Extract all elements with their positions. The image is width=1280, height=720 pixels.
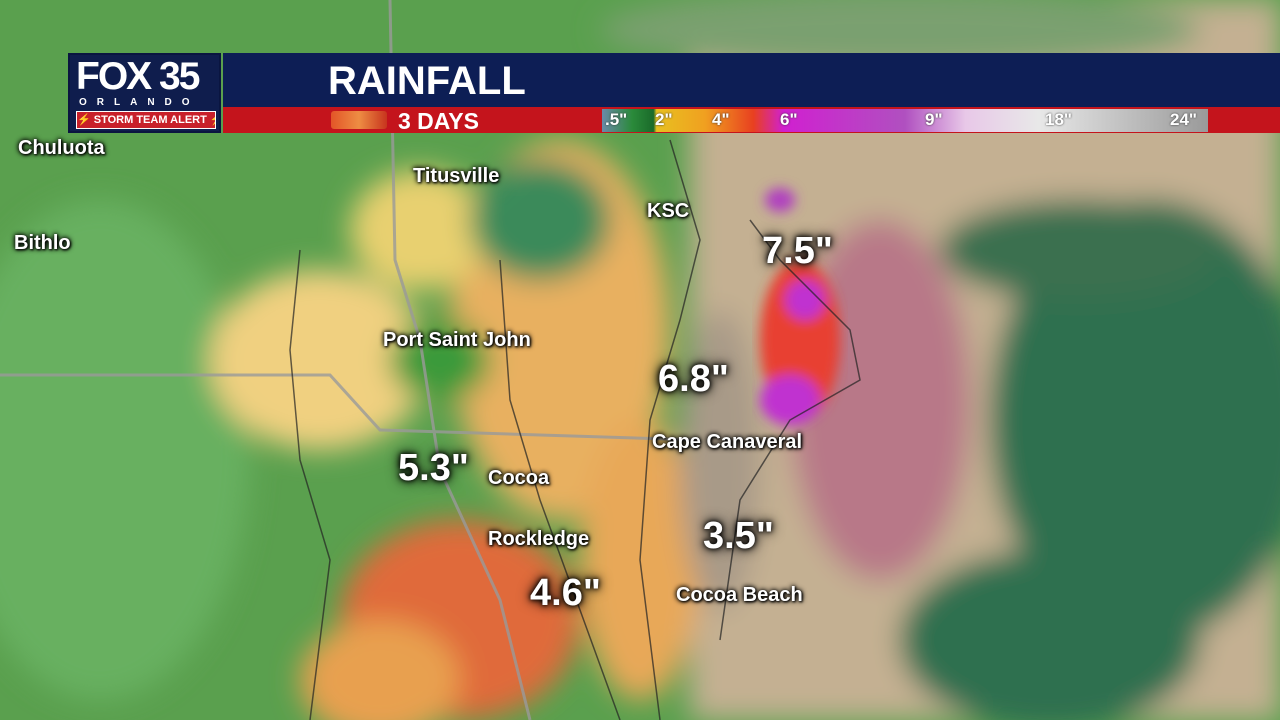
title-bar: RAINFALL bbox=[223, 53, 1280, 107]
legend-tick: 24" bbox=[1170, 110, 1197, 129]
city-label: Port Saint John bbox=[383, 329, 531, 351]
legend-tick: 6" bbox=[780, 110, 798, 129]
sub-bar: 3 DAYS .5" 2" 4" 6" 9" 18" 24" bbox=[223, 107, 1280, 134]
title-banner: FOX 35 ORLANDO ⚡ STORM TEAM ALERT ⚡ RAIN… bbox=[68, 53, 1280, 134]
city-label: Cape Canaveral bbox=[652, 431, 803, 453]
legend-tick: 18" bbox=[1045, 110, 1072, 129]
rain-graphic-icon bbox=[331, 111, 387, 129]
city-label: Chuluota bbox=[18, 137, 105, 159]
rainfall-total: 7.5" bbox=[762, 230, 833, 272]
legend-tick: 9" bbox=[925, 110, 943, 129]
city-label: Rockledge bbox=[488, 528, 590, 550]
logo-subtext: ORLANDO bbox=[79, 97, 200, 108]
city-label: KSC bbox=[647, 200, 690, 222]
period-label: 3 DAYS bbox=[398, 108, 479, 134]
storm-team-alert-badge: ⚡ STORM TEAM ALERT ⚡ bbox=[76, 111, 216, 129]
city-label: Cocoa Beach bbox=[676, 584, 803, 606]
legend-tick: 4" bbox=[712, 110, 730, 129]
city-label: Cocoa bbox=[488, 467, 550, 489]
city-label: Bithlo bbox=[14, 232, 71, 254]
city-label: Titusville bbox=[413, 165, 500, 187]
page-title: RAINFALL bbox=[328, 59, 526, 103]
rainfall-total: 4.6" bbox=[530, 572, 601, 614]
rainfall-total: 5.3" bbox=[398, 447, 469, 489]
legend-tick: 2" bbox=[655, 110, 673, 129]
legend-tick: .5" bbox=[605, 110, 628, 129]
rainfall-legend-scale: .5" 2" 4" 6" 9" 18" 24" bbox=[602, 109, 1208, 132]
rainfall-total: 6.8" bbox=[658, 358, 729, 400]
logo-text: FOX 35 bbox=[76, 55, 200, 98]
rainfall-total: 3.5" bbox=[703, 515, 774, 557]
fox35-logo: FOX 35 ORLANDO ⚡ STORM TEAM ALERT ⚡ bbox=[68, 53, 221, 133]
alert-text: STORM TEAM ALERT bbox=[93, 114, 207, 126]
